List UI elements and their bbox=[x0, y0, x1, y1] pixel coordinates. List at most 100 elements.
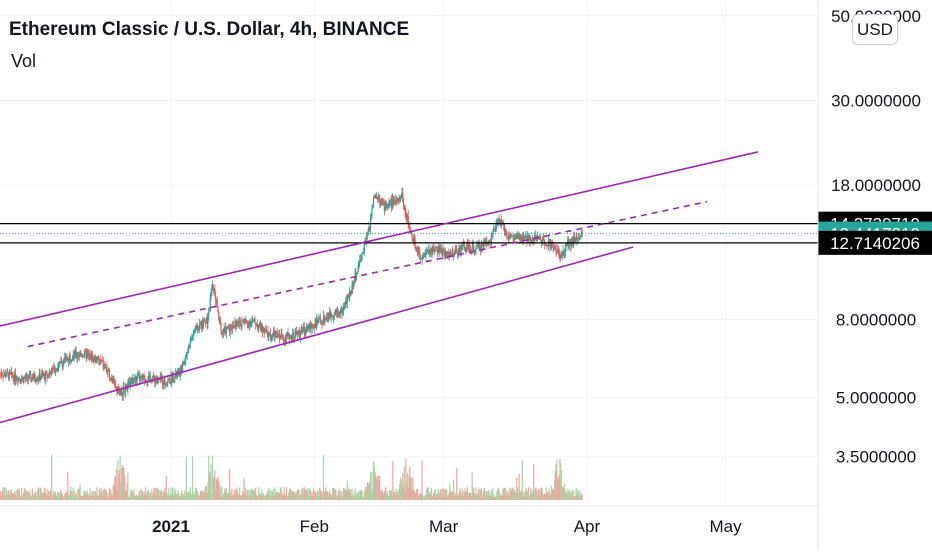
candle-body bbox=[336, 309, 338, 314]
volume-bar bbox=[80, 495, 82, 500]
volume-bar bbox=[46, 488, 48, 500]
candle-body bbox=[506, 234, 508, 238]
currency-button[interactable]: USD bbox=[852, 14, 898, 45]
volume-bar bbox=[416, 488, 418, 500]
candle-body bbox=[328, 317, 330, 319]
volume-bar bbox=[413, 490, 415, 500]
candle-body bbox=[248, 322, 250, 327]
volume-bar bbox=[170, 487, 172, 500]
candle-body bbox=[558, 252, 560, 254]
candle-body bbox=[117, 388, 119, 394]
candle-body bbox=[85, 351, 87, 359]
volume-bar bbox=[553, 489, 555, 500]
volume-bar bbox=[257, 495, 259, 500]
volume-bar bbox=[303, 487, 305, 500]
candle-body bbox=[20, 378, 23, 382]
candle-body bbox=[264, 330, 266, 332]
volume-bar bbox=[581, 494, 583, 500]
candle-body bbox=[335, 311, 337, 313]
volume-bar bbox=[114, 476, 117, 500]
volume-bar bbox=[564, 491, 566, 500]
volume-bar bbox=[204, 489, 206, 500]
volume-bar bbox=[148, 493, 151, 500]
candle-body bbox=[110, 378, 112, 381]
volume-bar bbox=[14, 494, 17, 500]
volume-bar bbox=[28, 493, 30, 500]
volume-bar bbox=[189, 487, 191, 500]
candle-body bbox=[31, 377, 33, 380]
volume-bar bbox=[8, 492, 10, 500]
candle-body bbox=[71, 358, 74, 361]
volume-bar bbox=[181, 496, 184, 500]
volume-bar bbox=[343, 489, 345, 500]
volume-bar bbox=[102, 489, 104, 500]
volume-bar bbox=[467, 496, 469, 500]
candle-body bbox=[342, 306, 345, 312]
volume-bar bbox=[283, 487, 285, 500]
volume-bar bbox=[64, 492, 67, 500]
candle-body bbox=[386, 206, 389, 207]
volume-bar bbox=[513, 491, 515, 500]
candle-body bbox=[417, 251, 419, 255]
candle-body bbox=[178, 370, 180, 372]
candle-body bbox=[307, 327, 309, 331]
volume-bar bbox=[336, 495, 338, 500]
candle-body bbox=[35, 380, 37, 382]
candle-body bbox=[294, 332, 296, 339]
candle-body bbox=[412, 239, 414, 242]
volume-bar bbox=[9, 494, 11, 500]
candle-body bbox=[175, 372, 177, 377]
candle-body bbox=[128, 381, 130, 383]
trend-channel[interactable] bbox=[0, 151, 759, 424]
volume-bar bbox=[25, 489, 27, 500]
candle-body bbox=[350, 291, 352, 295]
volume-bar bbox=[565, 492, 567, 500]
volume-bar bbox=[430, 487, 432, 500]
candle-body bbox=[343, 305, 345, 307]
volume-bar bbox=[140, 489, 142, 500]
volume-bar bbox=[285, 495, 287, 500]
price-axis[interactable]: 50.000000030.000000018.00000008.00000005… bbox=[831, 7, 921, 467]
candle-body bbox=[309, 323, 311, 328]
channel-line-middle[interactable] bbox=[27, 200, 708, 348]
volume-bar bbox=[519, 491, 521, 500]
candle-body bbox=[235, 321, 237, 328]
candle-body bbox=[455, 248, 457, 250]
volume-bar bbox=[456, 494, 459, 500]
volume-bar bbox=[133, 488, 135, 500]
candle-body bbox=[450, 254, 452, 256]
candle-body bbox=[356, 272, 358, 275]
candle-body bbox=[377, 195, 379, 200]
candle-body bbox=[473, 244, 475, 251]
volume-bar bbox=[363, 491, 365, 500]
volume-bar bbox=[22, 493, 24, 500]
candle-body bbox=[284, 340, 286, 342]
volume-bar bbox=[418, 495, 420, 500]
volume-bar bbox=[578, 490, 580, 500]
volume-bar bbox=[481, 496, 483, 500]
candle-body bbox=[441, 251, 443, 255]
candle-body bbox=[318, 318, 320, 323]
volume-bar bbox=[527, 487, 529, 500]
volume-bar bbox=[84, 492, 87, 500]
candle-body bbox=[145, 380, 147, 383]
candle-body bbox=[456, 248, 458, 253]
candle-body bbox=[33, 374, 35, 379]
volume-bar bbox=[250, 488, 252, 500]
candle-body bbox=[32, 378, 34, 380]
volume-bar bbox=[506, 490, 509, 500]
channel-line-upper[interactable] bbox=[0, 151, 759, 327]
volume-bar bbox=[29, 490, 31, 500]
volume-bar bbox=[149, 492, 151, 500]
volume-bar bbox=[282, 494, 284, 500]
volume-bar bbox=[135, 494, 137, 500]
time-axis[interactable]: 2021 Feb Mar Apr May bbox=[152, 517, 742, 536]
candle-body bbox=[543, 237, 545, 241]
volume-bar bbox=[537, 489, 540, 500]
channel-line-lower[interactable] bbox=[0, 246, 634, 424]
volume-bar bbox=[563, 483, 566, 500]
candle-body bbox=[195, 326, 197, 330]
volume-bar bbox=[492, 488, 494, 500]
